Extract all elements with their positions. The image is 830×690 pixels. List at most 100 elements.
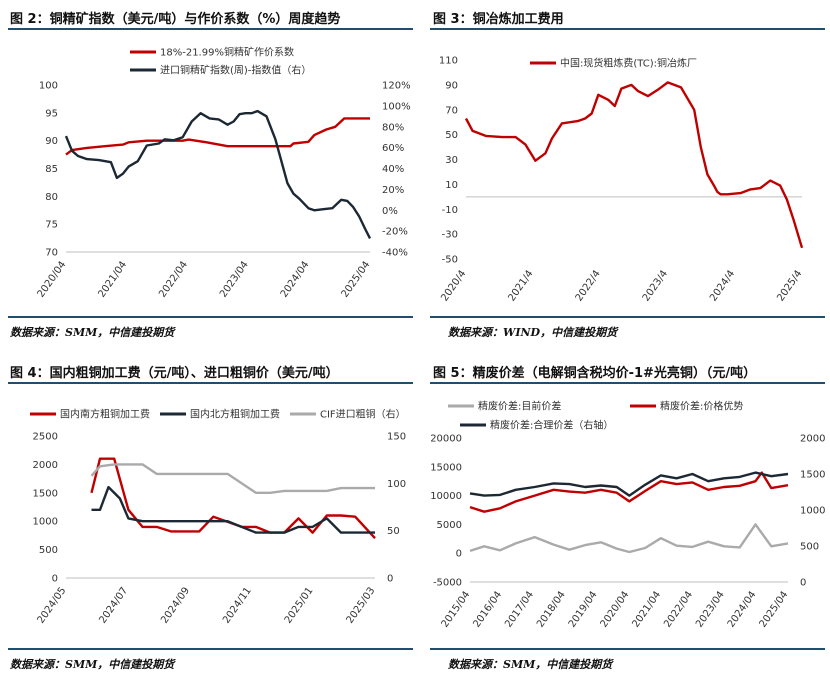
x-tick-label: 2019/04 (567, 589, 600, 629)
blister-copper-fee-chart: 0 500 1000 1500 2000 2500 0 50 100 150 2024/05 2024… (30, 408, 406, 626)
legend-label: CIF进口粗铜（右） (320, 408, 406, 421)
legend-label: 中国:现货粗炼费(TC):铜冶炼厂 (560, 57, 697, 70)
y2-tick-label: 1500 (800, 470, 825, 481)
y-tick-label: 15000 (430, 462, 462, 473)
y2-tick-label: 100% (382, 101, 411, 112)
series-line (90, 463, 375, 494)
x-tick-label: 2024/04 (726, 589, 759, 629)
y-tick-label: 500 (39, 545, 58, 556)
legend-label: 精废价差:目前价差 (478, 400, 561, 413)
x-tick-label: 2022/4 (574, 268, 603, 303)
y2-tick-label: 0% (382, 206, 398, 217)
y2-tick-label: 0 (800, 578, 806, 589)
y-tick-label: -30 (442, 230, 458, 241)
footer-divider (8, 316, 413, 318)
chart-title: 图 2：铜精矿指数（美元/吨）与作价系数（%）周度趋势 (10, 12, 341, 27)
series-line (64, 109, 372, 239)
data-source: 数据来源：SMM，中信建投期货 (448, 658, 613, 671)
y2-tick-label: 150 (387, 432, 406, 443)
y2-tick-label: 120% (382, 81, 411, 92)
chart-title: 图 3：铜冶炼加工费用 (433, 12, 564, 27)
x-tick-label: 2021/04 (630, 589, 663, 629)
x-tick-label: 2020/04 (36, 259, 69, 299)
refined-scrap-spread-chart: -5000 0 5000 10000 15000 20000 0 500 1000 1500 200… (430, 400, 825, 630)
series-line (90, 457, 376, 540)
y-tick-label: 75 (45, 220, 58, 231)
x-tick-label: 2020/04 (599, 589, 632, 629)
footer-divider (430, 316, 825, 318)
x-tick-label: 2015/04 (440, 589, 473, 629)
series-line (469, 471, 789, 513)
x-tick-label: 2024/11 (221, 585, 254, 625)
x-tick-label: 2025/04 (340, 259, 373, 299)
y-tick-label: 70 (45, 248, 58, 259)
chart-title: 图 5：精废价差（电解铜含税均价-1#光亮铜）（元/吨） (433, 366, 757, 381)
y-tick-label: 80 (45, 192, 58, 203)
legend-label: 国内北方粗铜加工费 (190, 408, 280, 421)
y2-tick-label: -40% (382, 248, 408, 259)
x-tick-label: 2024/05 (36, 585, 69, 625)
x-tick-label: 2021/04 (96, 259, 129, 299)
y-tick-label: 110 (439, 56, 458, 67)
x-tick-label: 2023/4 (641, 268, 670, 303)
x-tick-label: 2023/04 (694, 589, 727, 629)
y-tick-label: 10000 (430, 491, 462, 502)
series-line (91, 485, 375, 534)
x-tick-label: 2024/04 (279, 259, 312, 299)
y-tick-label: 1000 (33, 517, 58, 528)
x-tick-label: 2023/04 (218, 259, 251, 299)
header-divider (430, 28, 825, 30)
x-tick-label: 2017/04 (503, 589, 536, 629)
y2-tick-label: 0 (387, 574, 393, 585)
header-divider (8, 28, 413, 30)
y-tick-label: 10 (445, 180, 458, 191)
y-tick-label: 2000 (33, 460, 58, 471)
series-line (65, 117, 370, 156)
x-tick-label: 2016/04 (471, 589, 504, 629)
y-tick-label: -50 (442, 255, 458, 266)
y-tick-label: 50 (445, 130, 458, 141)
y2-tick-label: 1000 (800, 506, 825, 517)
chart-title: 图 4：国内粗铜加工费（元/吨）、进口粗铜价（美元/吨） (10, 366, 339, 381)
x-tick-label: 2024/07 (97, 585, 130, 625)
y-tick-label: 70 (445, 105, 458, 116)
y-tick-label: 20000 (430, 434, 462, 445)
y2-tick-label: 80% (382, 122, 404, 133)
x-tick-label: 2018/04 (535, 589, 568, 629)
y-tick-label: 1500 (33, 488, 58, 499)
x-tick-label: 2024/4 (708, 268, 737, 303)
y-tick-label: 90 (445, 80, 458, 91)
legend-label: 国内南方粗铜加工费 (60, 408, 150, 421)
x-tick-label: 2025/03 (345, 585, 378, 625)
legend-label: 精废价差:合理价差（右轴） (490, 419, 613, 432)
data-source: 数据来源：SMM，中信建投期货 (10, 658, 175, 671)
y2-tick-label: 500 (800, 542, 819, 553)
x-tick-label: 2025/04 (758, 589, 791, 629)
x-tick-label: 2021/4 (506, 268, 535, 303)
y2-tick-label: 60% (382, 143, 404, 154)
series-line (469, 471, 789, 497)
y2-tick-label: -20% (382, 227, 408, 238)
y-tick-label: 100 (39, 81, 58, 92)
legend-label: 精废价差:价格优势 (660, 400, 743, 413)
y-tick-label: 90 (45, 136, 58, 147)
x-tick-label: 2022/04 (157, 259, 190, 299)
data-source: 数据来源：SMM，中信建投期货 (10, 326, 175, 339)
y-tick-label: 0 (456, 549, 462, 560)
series-line (464, 81, 804, 249)
y-tick-label: 95 (45, 108, 58, 119)
smelting-tc-chart: -50 -30 -10 10 30 50 70 90 110 2020/4 2021/4 2022/4… (439, 56, 805, 304)
y2-tick-label: 100 (387, 479, 406, 490)
y-tick-label: 0 (52, 574, 58, 585)
y2-tick-label: 50 (387, 526, 400, 537)
footer-divider (430, 648, 825, 650)
header-divider (430, 382, 825, 384)
y-tick-label: 2500 (33, 432, 58, 443)
footer-divider (8, 648, 413, 650)
y-tick-label: -5000 (433, 578, 462, 589)
y-tick-label: -10 (442, 205, 458, 216)
y2-tick-label: 40% (382, 164, 404, 175)
y-tick-label: 5000 (437, 520, 462, 531)
header-divider (8, 382, 413, 384)
x-tick-label: 2022/04 (662, 589, 695, 629)
